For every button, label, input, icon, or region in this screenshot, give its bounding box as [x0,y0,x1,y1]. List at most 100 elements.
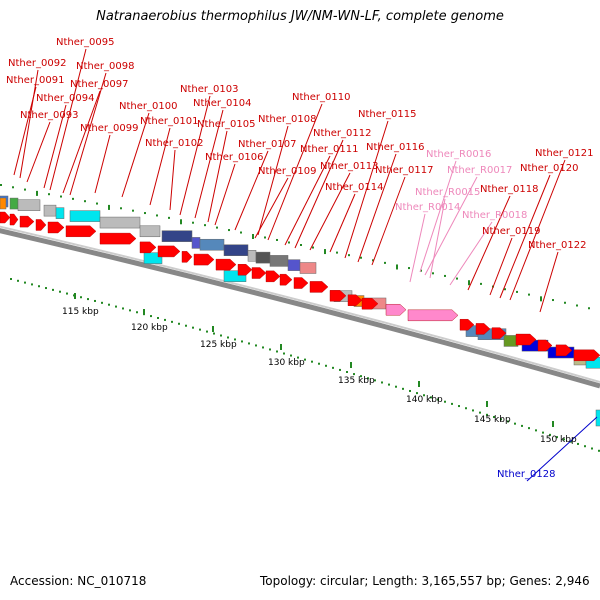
cds-gene-arrow[interactable] [0,211,11,224]
gene-label-nther-r0015[interactable]: Nther_R0015 [415,187,480,198]
cds-gene-arrow[interactable] [537,339,553,352]
gene-label-nther-0120[interactable]: Nther_0120 [520,163,578,174]
gene-label-nther-0092[interactable]: Nther_0092 [8,58,66,69]
cds-gene-arrow[interactable] [9,213,19,226]
cog-feature-block [55,207,65,219]
cds-gene-arrow[interactable] [309,281,329,293]
cds-gene-arrow[interactable] [279,273,293,286]
cds-gene-arrow[interactable] [491,327,507,339]
outer-tick [144,212,146,215]
cds-gene-arrow[interactable] [47,221,65,234]
outer-tick [324,249,326,255]
scale-dot [374,379,376,382]
genome-backbone [0,228,600,389]
outer-tick [252,233,254,239]
gene-label-nther-0098[interactable]: Nther_0098 [76,61,134,72]
leader-line [69,72,107,196]
cds-gene-arrow[interactable] [99,232,137,245]
gene-label-nther-0105[interactable]: Nther_0105 [197,119,255,130]
cds-gene-arrow[interactable] [215,258,237,271]
scale-dot [178,322,180,325]
scale-dot [521,424,523,427]
scale-dot [528,427,530,430]
gene-label-nther-0099[interactable]: Nther_0099 [80,123,138,134]
outer-tick [24,188,26,191]
cds-gene-arrow[interactable] [347,294,363,306]
cds-gene-arrow[interactable] [475,323,491,335]
gene-label-nther-0122[interactable]: Nther_0122 [528,240,586,251]
gene-label-nther-0114[interactable]: Nther_0114 [325,182,383,193]
cds-gene-arrow[interactable] [361,298,379,310]
cds-gene-arrow[interactable] [157,245,181,258]
scale-dot [318,362,320,365]
leader-line [309,172,351,251]
gene-label-nther-0095[interactable]: Nther_0095 [56,37,114,48]
leader-line [234,150,269,231]
kbp-tick-label: 125 kbp [200,340,237,350]
cds-gene-arrow[interactable] [35,219,47,231]
scale-dot [325,364,327,367]
gene-label-nther-0128[interactable]: Nther_0128 [497,469,555,480]
leader-line [62,90,101,194]
gene-label-nther-0103[interactable]: Nther_0103 [180,84,238,95]
cds-gene-arrow[interactable] [515,333,537,346]
gene-label-nther-0093[interactable]: Nther_0093 [20,110,78,121]
cds-gene-arrow[interactable] [139,241,157,254]
cds-gene-arrow[interactable] [459,319,475,331]
gene-label-nther-0118[interactable]: Nther_0118 [480,184,538,195]
cds-gene-arrow[interactable] [329,290,347,302]
gene-label-nther-0119[interactable]: Nther_0119 [482,226,540,237]
gene-label-nther-0097[interactable]: Nther_0097 [70,79,128,90]
leader-line [149,127,171,206]
rna-gene-arrow[interactable] [385,304,407,316]
cds-gene-arrow[interactable] [65,225,97,237]
gene-label-nther-r0018[interactable]: Nther_R0018 [462,210,527,221]
kbp-major-tick [486,401,488,407]
gene-label-nther-0091[interactable]: Nther_0091 [6,75,64,86]
gene-label-nther-0121[interactable]: Nther_0121 [535,148,593,159]
cds-gene-arrow[interactable] [573,349,600,362]
gene-label-nther-0110[interactable]: Nther_0110 [292,92,350,103]
gene-label-nther-0102[interactable]: Nther_0102 [145,138,203,149]
scale-dot [122,307,124,310]
label-leader-lines [13,48,598,482]
outer-tick [576,304,578,307]
gene-label-nther-0094[interactable]: Nther_0094 [36,93,94,104]
cds-gene-arrow[interactable] [251,267,267,279]
cds-gene-arrow[interactable] [181,251,193,263]
gene-label-nther-0108[interactable]: Nther_0108 [258,114,316,125]
scale-dot [388,383,390,386]
gene-label-nther-0104[interactable]: Nther_0104 [193,98,251,109]
outer-tick [552,299,554,302]
leader-line [214,163,236,226]
gene-label-nther-0101[interactable]: Nther_0101 [140,116,198,127]
cds-gene-arrow[interactable] [193,253,215,266]
gene-label-nther-0115[interactable]: Nther_0115 [358,109,416,120]
kbp-major-tick [212,326,214,332]
cds-gene-arrow[interactable] [237,264,253,276]
gene-label-nther-r0014[interactable]: Nther_R0014 [395,202,460,213]
gene-label-nther-0107[interactable]: Nther_0107 [238,139,296,150]
scale-dot [220,334,222,337]
gene-label-nther-0117[interactable]: Nther_0117 [375,165,433,176]
outer-tick [204,224,206,227]
outer-tick [132,209,134,212]
gene-label-nther-0111[interactable]: Nther_0111 [300,144,358,155]
cds-gene-arrow[interactable] [555,344,573,357]
scale-dot [535,429,537,432]
gene-label-nther-r0016[interactable]: Nther_R0016 [426,149,491,160]
gene-label-nther-0106[interactable]: Nther_0106 [205,152,263,163]
gene-label-nther-0112[interactable]: Nther_0112 [313,128,371,139]
cds-gene-arrow[interactable] [293,277,309,289]
cds-gene-arrow[interactable] [265,270,281,283]
gene-label-nther-0100[interactable]: Nther_0100 [119,101,177,112]
gene-label-nther-0109[interactable]: Nther_0109 [258,166,316,177]
gene-label-nther-r0017[interactable]: Nther_R0017 [447,165,512,176]
rna-gene-arrow[interactable] [407,309,459,322]
leader-line [539,251,559,313]
cds-gene-arrow[interactable] [19,215,35,228]
scale-dot [549,433,551,436]
gene-label-nther-0113[interactable]: Nther_0113 [320,161,378,172]
gene-label-nther-0116[interactable]: Nther_0116 [366,142,424,153]
cds-arrow-track [0,211,600,427]
